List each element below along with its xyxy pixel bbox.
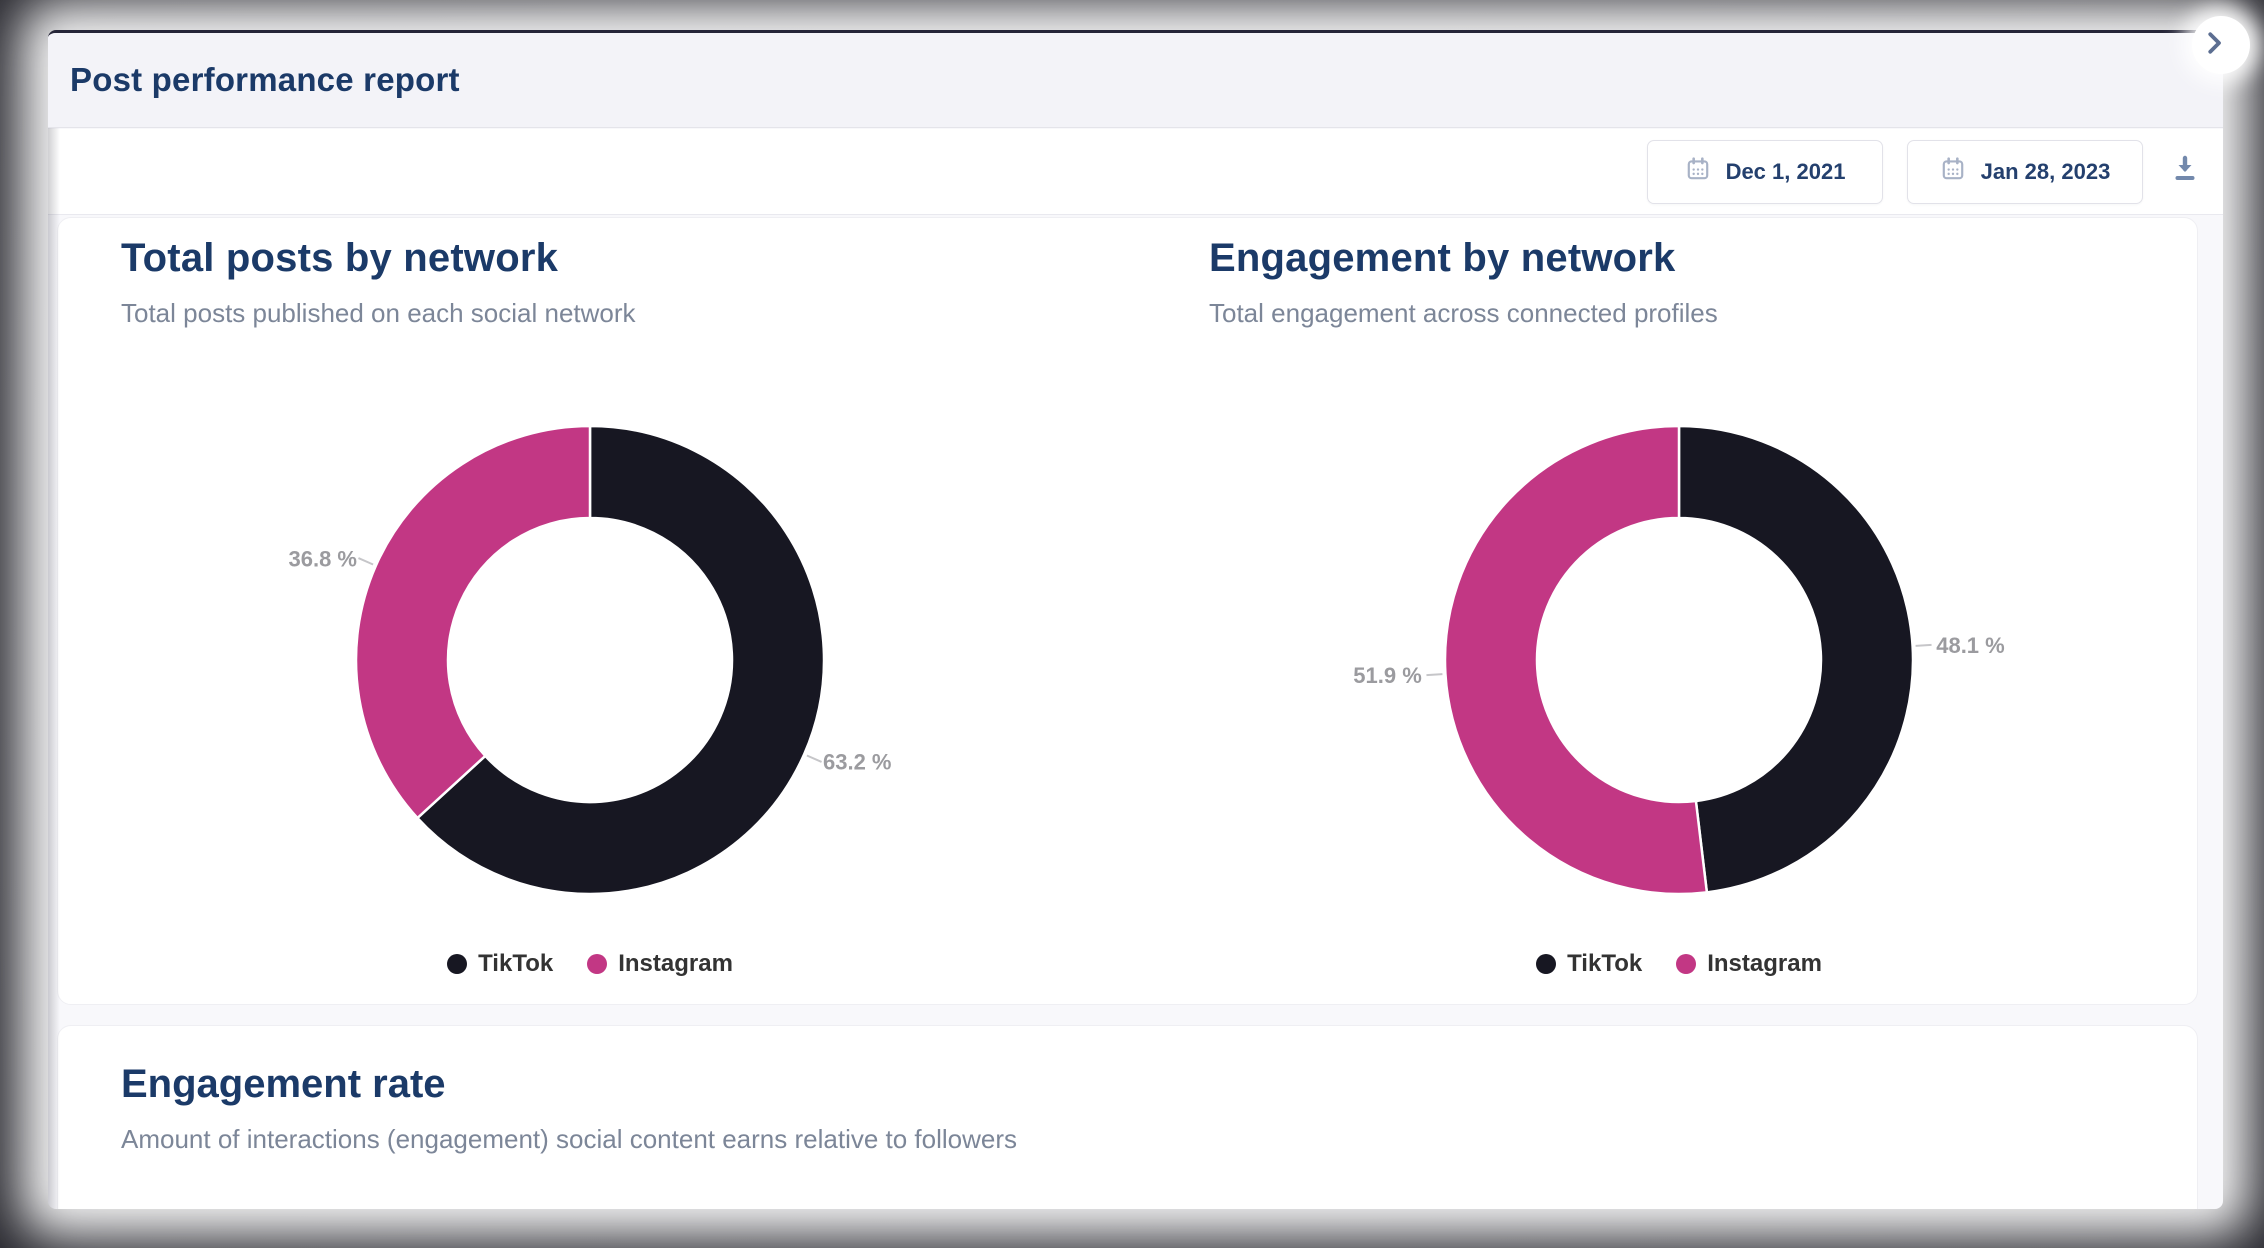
legend-item-instagram[interactable]: Instagram: [1676, 950, 1822, 978]
legend-label: Instagram: [618, 950, 733, 977]
percent-label: 48.1 %: [1936, 633, 2005, 658]
donut-chart-svg: 48.1 % 51.9 %: [1353, 424, 2005, 896]
calendar-icon: [1685, 156, 1711, 187]
section-subtitle: Amount of interactions (engagement) soci…: [121, 1124, 1018, 1154]
collapse-button[interactable]: [2192, 16, 2250, 74]
donut-slice-instagram[interactable]: [1443, 424, 1709, 896]
legend: TikTok Instagram: [290, 946, 890, 982]
donut-chart-svg: 63.2 % 36.8 %: [288, 424, 892, 896]
label-leader-line: [806, 754, 822, 763]
modal-header: Post performance report: [48, 33, 2223, 128]
download-button[interactable]: [2168, 155, 2202, 189]
chart-title: Total posts by network: [121, 236, 559, 280]
label-leader-line: [1915, 643, 1932, 647]
chevron-right-icon: [2199, 28, 2243, 63]
donut-chart-engagement[interactable]: 48.1 % 51.9 %: [1349, 330, 2009, 990]
legend-dot: [1676, 954, 1697, 974]
donut-chart-total-posts[interactable]: 63.2 % 36.8 %: [260, 330, 920, 990]
donut-slice-instagram[interactable]: [354, 424, 592, 820]
legend: TikTok Instagram: [1379, 946, 1979, 982]
percent-label: 51.9 %: [1353, 663, 1422, 688]
toolbar: Dec 1, 2021 Jan 28, 2023: [48, 129, 2223, 215]
date-to-label: Jan 28, 2023: [1980, 158, 2111, 184]
download-icon: [2169, 153, 2201, 190]
calendar-icon: [1940, 156, 1966, 187]
percent-label: 63.2 %: [823, 750, 892, 775]
donut-slice-tiktok[interactable]: [415, 424, 826, 896]
report-modal: Post performance report Dec 1, 2021: [48, 30, 2223, 1209]
date-from-button[interactable]: Dec 1, 2021: [1647, 139, 1883, 204]
label-leader-line: [1426, 673, 1443, 677]
legend-label: TikTok: [478, 950, 554, 977]
label-leader-line: [358, 557, 374, 566]
donut-slice-tiktok[interactable]: [1677, 424, 1915, 894]
legend-item-instagram[interactable]: Instagram: [587, 950, 733, 978]
page-title: Post performance report: [70, 61, 460, 98]
engagement-rate-card: Engagement rate Amount of interactions (…: [57, 1025, 2198, 1209]
charts-card: Total posts by network Total posts publi…: [57, 217, 2198, 1005]
legend-label: Instagram: [1707, 950, 1822, 977]
legend-dot: [1536, 954, 1557, 974]
chart-subtitle: Total engagement across connected profil…: [1209, 298, 1718, 328]
chart-title: Engagement by network: [1209, 236, 1676, 280]
percent-label: 36.8 %: [288, 546, 357, 571]
date-to-button[interactable]: Jan 28, 2023: [1907, 139, 2143, 204]
chart-subtitle: Total posts published on each social net…: [121, 298, 636, 328]
date-from-label: Dec 1, 2021: [1725, 158, 1846, 184]
legend-item-tiktok[interactable]: TikTok: [1536, 950, 1642, 978]
legend-dot: [447, 954, 468, 974]
legend-label: TikTok: [1567, 950, 1643, 977]
legend-item-tiktok[interactable]: TikTok: [447, 950, 553, 978]
legend-dot: [587, 954, 608, 974]
section-title: Engagement rate: [121, 1062, 446, 1106]
